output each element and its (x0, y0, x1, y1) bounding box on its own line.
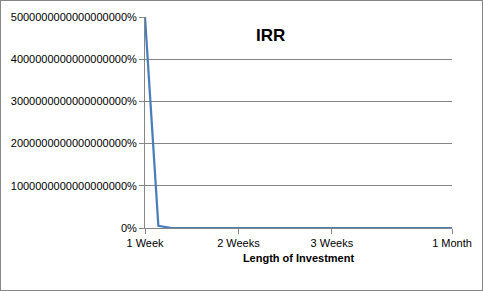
svg-text:3000000000000000000%: 3000000000000000000% (11, 95, 137, 107)
svg-text:3 Weeks: 3 Weeks (311, 237, 354, 249)
svg-text:1000000000000000000%: 1000000000000000000% (11, 180, 137, 192)
svg-text:1 Month: 1 Month (432, 237, 472, 249)
svg-text:2000000000000000000%: 2000000000000000000% (11, 137, 137, 149)
svg-text:2 Weeks: 2 Weeks (217, 237, 260, 249)
svg-text:1 Week: 1 Week (126, 237, 164, 249)
svg-text:4000000000000000000%: 4000000000000000000% (11, 53, 137, 65)
svg-text:5000000000000000000%: 5000000000000000000% (11, 11, 137, 23)
svg-text:IRR: IRR (256, 26, 285, 45)
svg-text:Length of Investment: Length of Investment (243, 252, 355, 264)
svg-text:0%: 0% (121, 222, 137, 234)
